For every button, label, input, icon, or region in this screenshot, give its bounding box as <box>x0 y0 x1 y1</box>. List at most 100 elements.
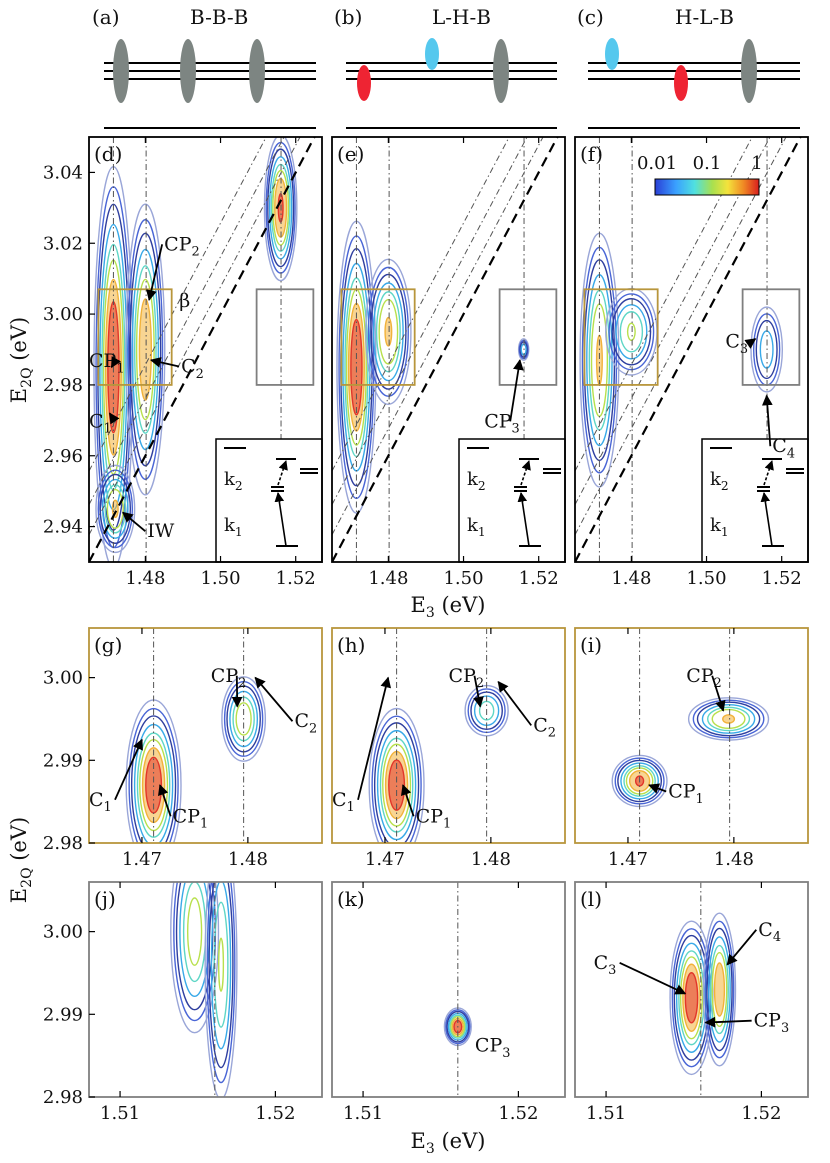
contour-level <box>696 701 761 737</box>
panel-title-c: H-L-B <box>675 5 734 29</box>
panel-letter: (e) <box>337 142 364 166</box>
panel-frame <box>331 881 566 1098</box>
contour-peak <box>702 912 737 1067</box>
annotation: CP3 <box>704 1010 789 1036</box>
panel-letter: (k) <box>337 887 365 911</box>
annotation: CP3 <box>475 1035 511 1061</box>
y-tick-label: 3.00 <box>43 304 83 325</box>
contour-level <box>263 137 298 282</box>
inset-k1-label: k1 <box>710 515 729 539</box>
annotation: CP1 <box>89 350 125 376</box>
contour-level <box>267 148 295 268</box>
ticks: 1.48 1.50 1.52 <box>368 137 559 589</box>
panel-letter: (h) <box>337 633 366 657</box>
x-tick-label: 1.52 <box>762 568 802 589</box>
pulse-1 <box>113 39 129 103</box>
contour-level <box>375 291 401 373</box>
contour-level <box>449 1014 467 1039</box>
contour-level <box>706 927 733 1052</box>
contour-peak <box>368 707 425 843</box>
contour-peak <box>204 882 238 1097</box>
annotation: CP3 <box>484 359 524 437</box>
panel-label-a: (a) <box>92 5 120 29</box>
contour-level <box>702 912 737 1067</box>
contour-level <box>708 936 731 1043</box>
annotation: CP2 <box>449 665 484 708</box>
zoom-panel-h: 1.47 1.48 (h) CP2 C2 C1 CP1 <box>331 627 566 870</box>
annotation-c1: C1 <box>89 789 112 815</box>
annotation-c1: C1 <box>332 789 355 815</box>
inset-k2-label: k2 <box>710 469 729 493</box>
annotation: C3 <box>725 331 757 357</box>
annotation-cp3: CP3 <box>484 410 520 436</box>
zoom-box-gold <box>340 288 416 386</box>
panel-frame <box>331 136 566 563</box>
contour-level <box>755 319 778 380</box>
colorbar-tick-label: 1 <box>751 153 762 174</box>
inset-k2-label: k2 <box>224 469 243 493</box>
x-tick-label: 1.51 <box>100 1103 140 1124</box>
annotation: C1 <box>89 738 143 815</box>
diagonal-dashdot <box>332 137 528 505</box>
panel-frame <box>88 136 323 563</box>
y-tick-label: 2.99 <box>43 1004 83 1025</box>
annotation: CP2 <box>211 665 246 708</box>
contour-level <box>206 882 236 1084</box>
contour-level <box>713 962 726 1017</box>
contour-level <box>692 699 765 739</box>
contour-level <box>221 676 267 762</box>
contour-level <box>138 298 153 401</box>
x-tick-label: 1.51 <box>343 1103 383 1124</box>
annotation: C1 <box>89 410 120 437</box>
pulse-2 <box>674 65 688 101</box>
panel-letter: (d) <box>94 142 122 166</box>
y-tick-label: 2.98 <box>43 1087 83 1108</box>
contour-level <box>372 282 404 382</box>
annotation-cp1: CP1 <box>416 805 452 831</box>
panel-label-c: (c) <box>577 5 604 29</box>
contour-level <box>367 266 409 397</box>
contour-level <box>750 306 784 393</box>
energy-level-inset: k2 k1 <box>215 438 323 563</box>
diagonal-dashed <box>89 137 316 562</box>
y-tick-label: 2.94 <box>43 517 83 538</box>
annotation: C2 <box>497 680 556 741</box>
annotation: CP1 <box>648 781 704 807</box>
contour-level <box>709 944 729 1035</box>
contour-peak <box>95 464 136 554</box>
x-axis-title-bottom: E3 (eV) <box>411 1129 486 1157</box>
x-tick-label: 1.50 <box>443 568 483 589</box>
panel-label-b: (b) <box>334 5 362 29</box>
x-tick-label: 1.52 <box>498 1103 538 1124</box>
contour-level <box>722 714 736 724</box>
contour-peak <box>125 203 166 496</box>
zoom-box-gold <box>583 288 659 386</box>
annotation-cp1: CP1 <box>668 781 704 807</box>
energy-level-inset: k2 k1 <box>458 438 566 563</box>
contour-level <box>170 882 220 1034</box>
x-tick-label: 1.50 <box>686 568 726 589</box>
pulse-panel-a: (a) B-B-B <box>92 5 316 129</box>
contour-level <box>186 897 203 966</box>
contour-level <box>619 311 644 353</box>
annotation-c4: C4 <box>758 919 781 945</box>
contour-level <box>679 956 704 1040</box>
annotation-β: β <box>179 290 190 312</box>
contour-level <box>711 708 746 730</box>
y-tick-label: 3.04 <box>43 162 83 183</box>
y-tick-label: 3.00 <box>43 668 83 689</box>
diagonal-dashdot <box>332 137 510 472</box>
zoom-panel-i: 1.47 1.48 (i) CP2 CP1 <box>574 627 809 870</box>
panel-frame <box>88 627 323 844</box>
contour-level <box>704 920 735 1059</box>
ticks: 1.48 1.50 1.52 2.94 2.96 2.98 3.00 3.02 3.04 <box>43 137 316 589</box>
contour-peak <box>669 920 714 1076</box>
y-tick-label: 3.02 <box>43 233 83 254</box>
panel-frame <box>88 881 323 1098</box>
diagonal-dashdot <box>89 137 301 535</box>
annotation-cp2: CP2 <box>164 233 200 259</box>
x-tick-label: 1.52 <box>255 1103 295 1124</box>
contour-level <box>365 258 412 405</box>
panel-letter: (g) <box>94 633 122 657</box>
